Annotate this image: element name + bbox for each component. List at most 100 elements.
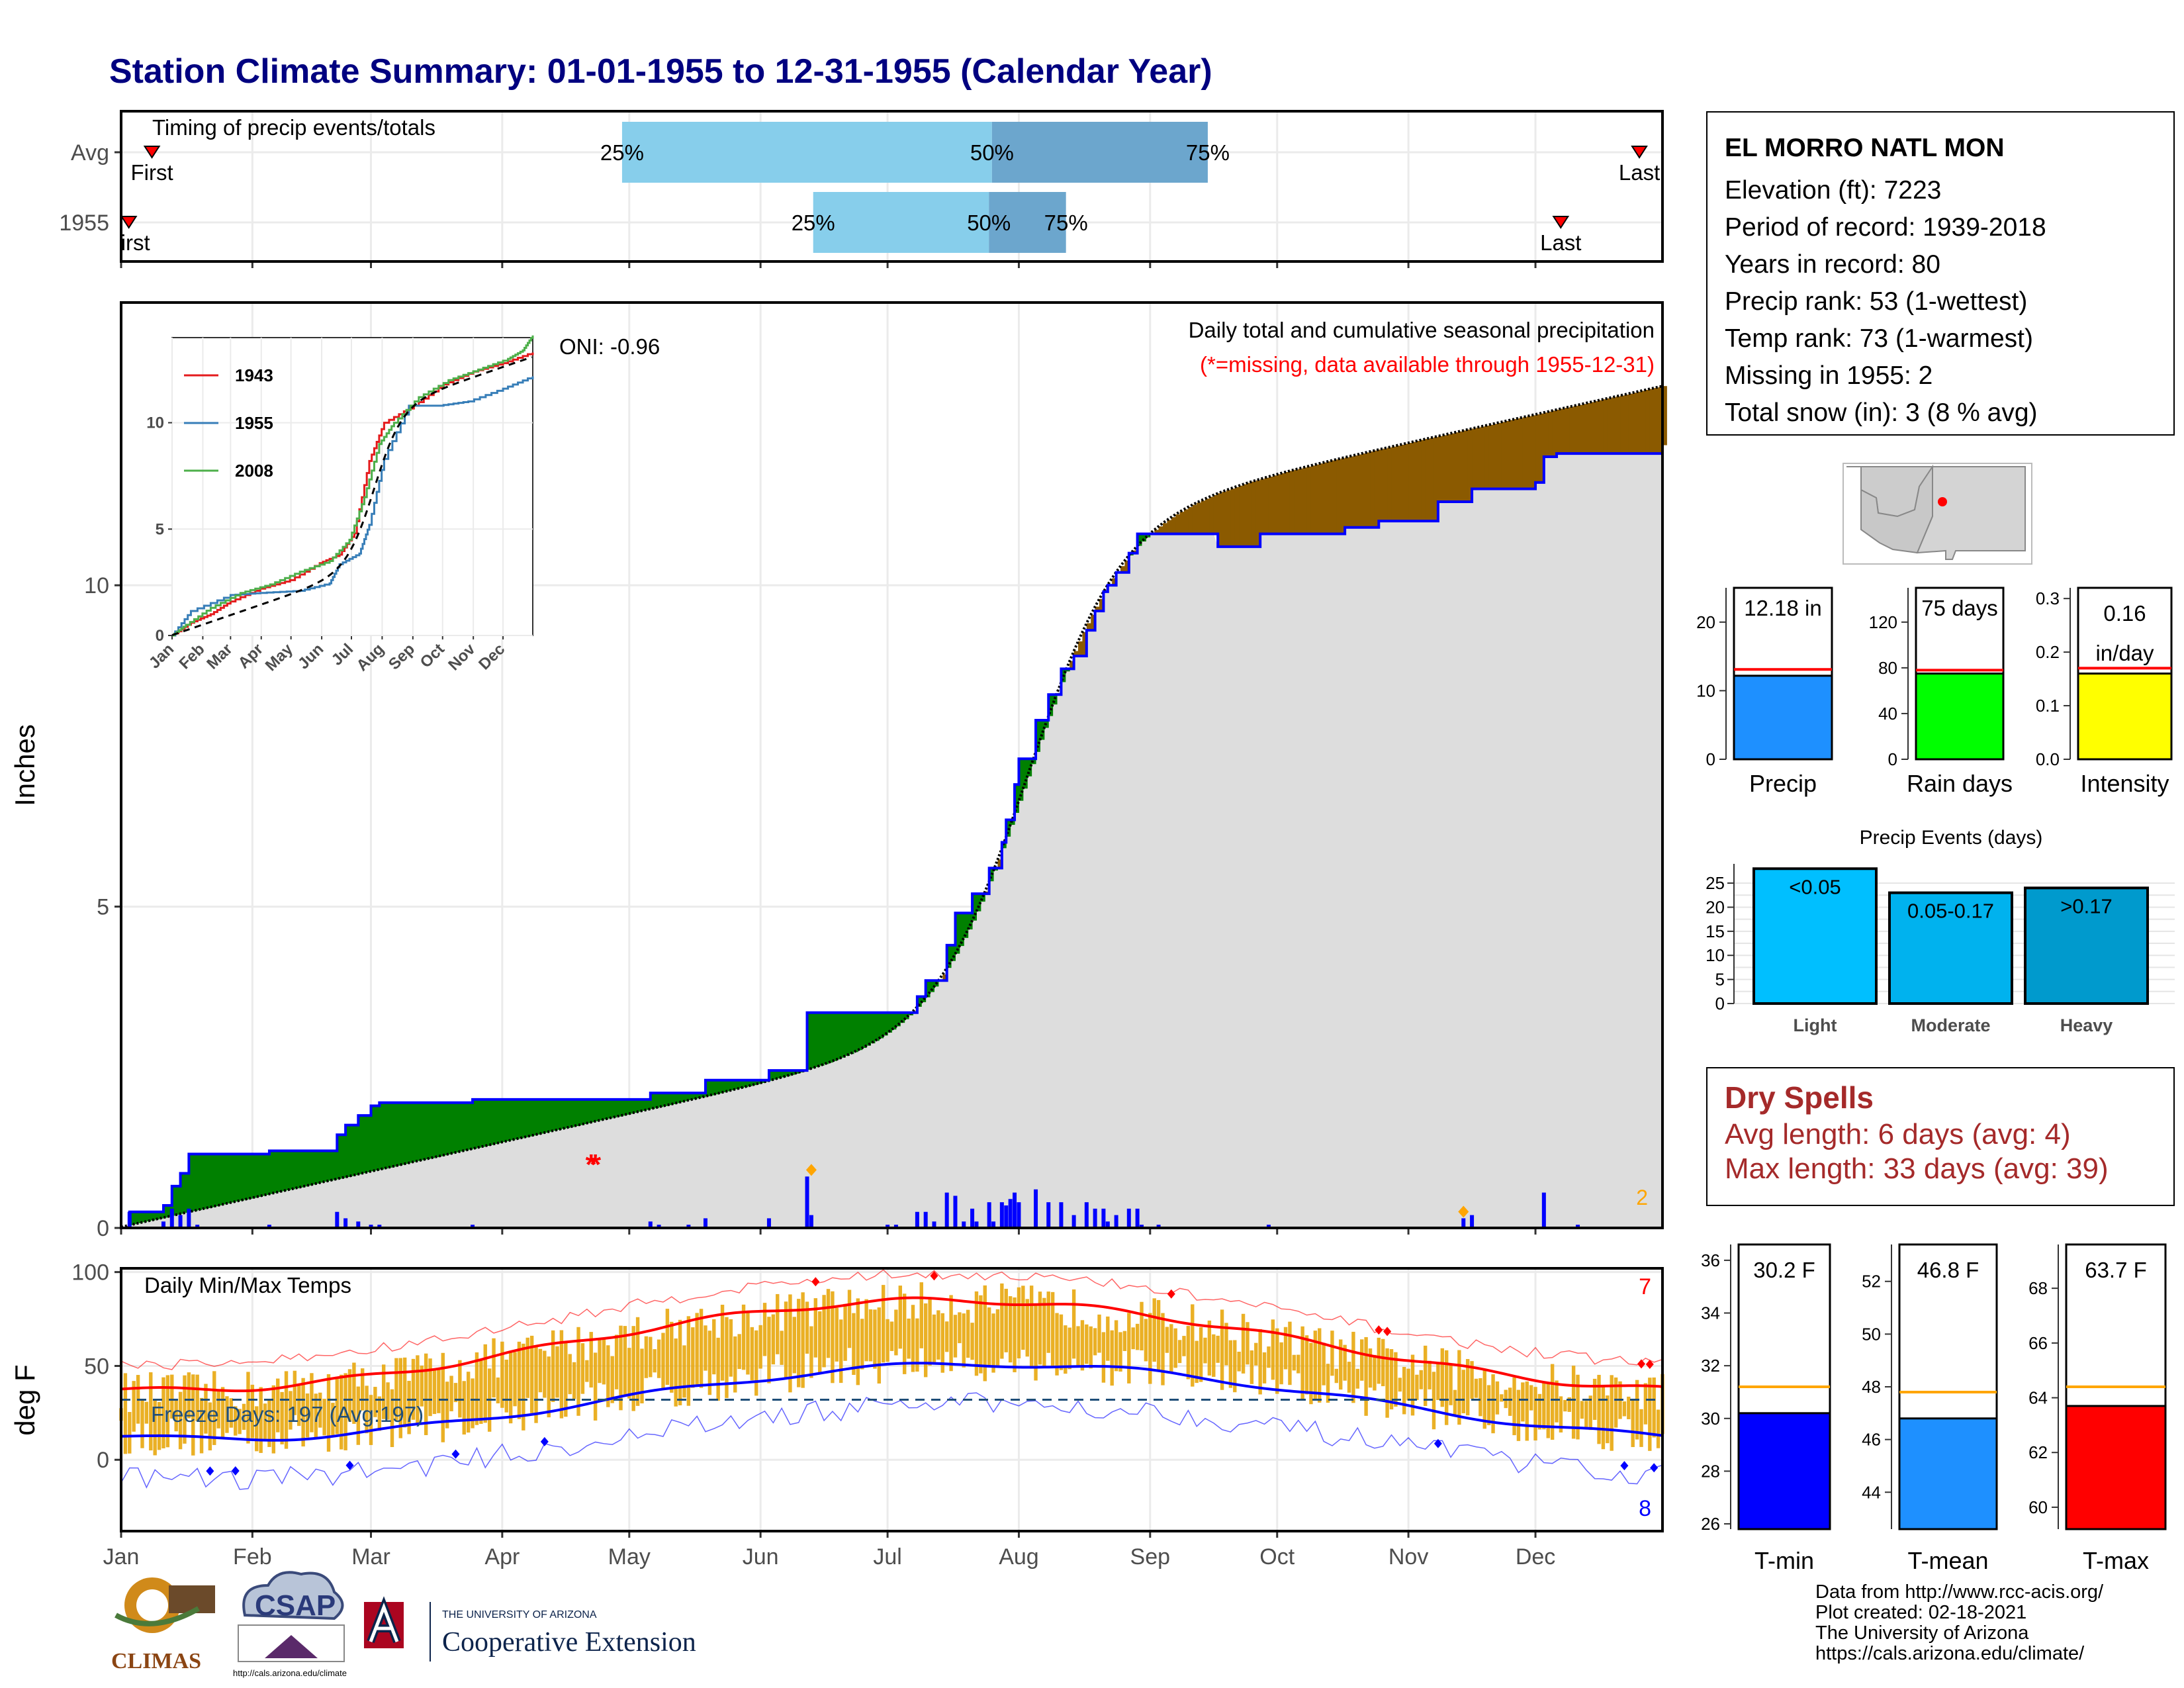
event-category-label: Moderate [1911,1015,1990,1035]
daily-temp-bar [1076,1326,1080,1366]
daily-temp-bar [1415,1374,1419,1400]
daily-temp-bar [132,1381,136,1432]
daily-temp-bar [144,1401,149,1424]
below-average-fill [1209,496,1214,534]
above-average-fill [298,1150,304,1188]
above-average-fill [134,1211,139,1225]
below-average-fill [1281,473,1287,534]
y-tick-label: 40 [1878,704,1897,724]
daily-temp-bar [492,1338,496,1398]
station-info-line: Period of record: 1939-2018 [1725,213,2046,242]
daily-precip-bar [991,1221,996,1228]
below-average-fill [1628,393,1633,454]
daily-temp-bar [1258,1329,1262,1395]
chart-name-label: T-min [1754,1547,1814,1574]
above-average-fill [616,1099,621,1117]
below-average-fill [1285,471,1291,534]
daily-precip-bar [1470,1215,1475,1228]
daily-temp-bar [877,1307,882,1384]
daily-temp-bar [377,1396,381,1431]
below-average-fill [942,974,948,981]
daily-temp-bar [1343,1344,1347,1381]
above-average-fill [549,1099,554,1132]
daily-temp-bar [1606,1395,1610,1444]
above-average-fill [434,1102,439,1158]
daily-temp-bar [1394,1352,1398,1407]
daily-temp-bar [983,1285,987,1382]
daily-temp-bar [835,1307,839,1362]
y-tick-label: 10 [84,573,109,598]
above-average-fill [807,1012,812,1070]
y-tick-label: 20 [1706,897,1725,917]
daily-temp-bar [471,1378,475,1429]
below-average-fill [1518,418,1524,489]
below-average-fill [1599,400,1604,454]
daily-temp-bar [657,1339,661,1378]
above-average-fill [142,1211,147,1223]
record-low-marker [1433,1438,1442,1448]
daily-temp-bar [1322,1342,1326,1385]
above-average-fill [353,1125,359,1176]
daily-precip-bar [1114,1215,1118,1228]
daily-temp-bar [1292,1354,1297,1371]
above-average-fill [422,1102,427,1160]
y-tick-label: 25 [1706,873,1725,893]
above-average-fill [510,1099,516,1141]
temp-plot-border [120,1267,1664,1532]
above-average-fill [498,1099,503,1143]
record-high-marker [1637,1359,1646,1369]
daily-precip-bar [923,1211,928,1228]
daily-temp-bar [606,1345,610,1407]
above-average-fill [667,1093,672,1105]
daily-temp-bar [1097,1314,1101,1353]
daily-temp-bar [746,1310,750,1375]
daily-temp-bar [276,1378,280,1432]
below-average-fill [1158,526,1163,534]
daily-temp-bar [1410,1354,1415,1416]
below-average-fill [1112,578,1117,586]
record-low-marker [1620,1461,1629,1471]
daily-temp-bar [331,1403,335,1435]
above-average-fill [650,1093,655,1109]
above-average-fill [468,1102,473,1150]
last-event-marker [1552,216,1570,229]
above-average-fill [1048,694,1054,716]
below-average-fill [1565,407,1570,454]
above-average-fill [189,1154,194,1212]
value-label: in/day [2095,641,2154,665]
above-average-fill [417,1102,422,1161]
below-average-fill [1251,481,1257,547]
above-average-fill [404,1102,410,1164]
above-average-fill [917,996,922,1007]
daily-precip-bar [1008,1199,1013,1228]
daily-temp-bar [864,1299,868,1362]
daily-temp-bar [373,1387,377,1417]
daily-temp-bar [128,1412,132,1454]
daily-temp-bar [453,1383,458,1403]
above-average-fill [633,1099,639,1113]
daily-temp-bar [1029,1286,1034,1369]
y-tick-label: 0.2 [2036,642,2060,662]
daily-temp-bar [1046,1291,1050,1353]
svg-text:Cooperative Extension: Cooperative Extension [442,1627,696,1658]
daily-temp-bar [691,1327,695,1388]
below-average-fill [1446,434,1451,502]
above-average-fill [891,1012,897,1030]
daily-temp-bar [1144,1319,1148,1362]
daily-temp-bar [1177,1340,1182,1364]
daily-temp-bar [1050,1291,1055,1366]
above-average-fill [485,1099,490,1146]
quartile-bar-lower [621,122,992,183]
above-average-fill [980,894,985,902]
y-tick-label: 36 [1701,1250,1720,1270]
daily-temp-bar [758,1325,762,1369]
below-average-fill [1175,514,1181,534]
value-bar [1737,1412,1831,1530]
month-label: Aug [999,1544,1039,1570]
first-event-marker [120,216,138,229]
above-average-fill [968,913,973,930]
percentile-label-25: 25% [600,140,644,165]
daily-temp-bar [466,1372,471,1433]
above-average-fill [692,1093,698,1100]
above-average-fill [883,1012,888,1036]
